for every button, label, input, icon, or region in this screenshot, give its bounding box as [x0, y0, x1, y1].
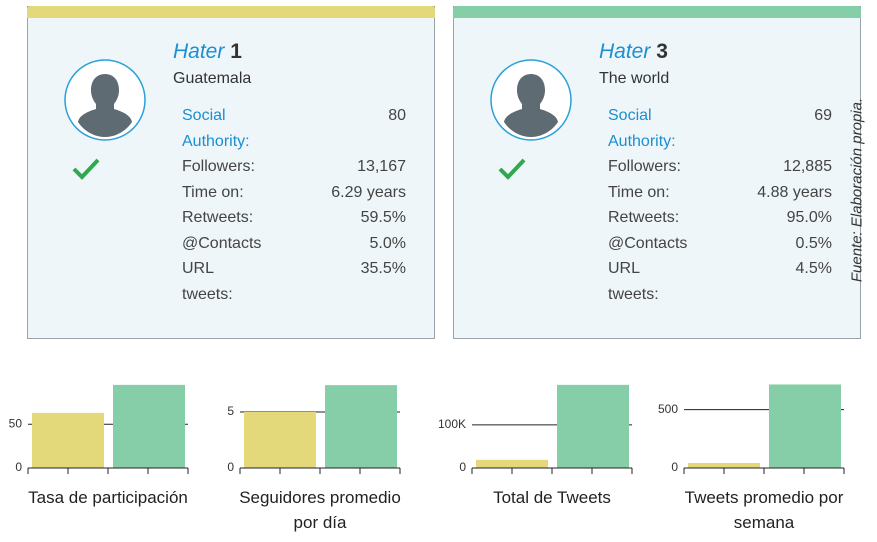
y-tick-label: 0 — [459, 460, 466, 474]
card-top-bar — [27, 6, 435, 18]
hater-name: Hater 3 — [599, 40, 668, 64]
x-axis-label: Seguidores promedio por día — [239, 488, 401, 532]
name-number: 3 — [656, 40, 668, 63]
stat-value: 95.0% — [786, 209, 832, 226]
y-tick-label: 0 — [15, 460, 22, 474]
avatar-silhouette — [504, 74, 558, 137]
bar — [244, 412, 316, 468]
stat-label: Time on: — [182, 183, 244, 201]
avatar — [490, 59, 572, 141]
location: Guatemala — [173, 70, 252, 87]
stat-row: Retweets: 59.5% — [182, 205, 406, 231]
stat-value: 4.5% — [795, 260, 832, 277]
location: The world — [599, 70, 670, 87]
stat-value: 13,167 — [357, 158, 406, 175]
name-text: Hater — [173, 40, 225, 63]
stat-row: URL tweets: 35.5% — [182, 256, 406, 307]
stat-label: @Contacts — [608, 234, 688, 252]
bar-chart: 0 500 — [658, 384, 845, 474]
stat-value: 69 — [814, 107, 832, 124]
stat-label: URL tweets: — [608, 260, 659, 303]
stat-label: @Contacts — [182, 234, 262, 252]
stat-label: Followers: — [182, 158, 255, 175]
stat-label: Followers: — [608, 158, 681, 175]
avatar — [64, 59, 146, 141]
stat-value: 0.5% — [795, 234, 832, 252]
bar-chart: 0 100K — [438, 384, 633, 474]
stat-row: Time on: 4.88 years — [608, 180, 832, 206]
bar — [32, 412, 104, 468]
stat-value: 5.0% — [369, 234, 406, 252]
hater-name: Hater 1 — [173, 40, 242, 64]
stat-row: Time on: 6.29 years — [182, 180, 406, 206]
source-note: Fuente: Elaboración propia. — [848, 97, 866, 283]
profile-card: Hater 1 Guatemala Social Authority: 80 Follo… — [27, 6, 435, 339]
x-axis-label: Tweets promedio por semana — [684, 488, 844, 532]
stat-value: 35.5% — [360, 260, 406, 277]
stat-row: Social Authority: 69 — [608, 103, 832, 154]
bar-chart: 0 50 — [9, 384, 189, 474]
y-tick-label: 0 — [671, 460, 678, 474]
y-tick-label: 50 — [9, 416, 23, 430]
check-mark — [72, 158, 100, 180]
y-tick-label: 5 — [227, 404, 234, 418]
stat-row: URL tweets: 4.5% — [608, 256, 832, 307]
stat-value: 59.5% — [360, 209, 406, 226]
check-path — [72, 158, 100, 180]
stat-row: Followers: 12,885 — [608, 154, 832, 180]
x-axis-label: Tasa de participación — [28, 488, 188, 507]
stat-label: Retweets: — [608, 209, 680, 226]
stats: Social Authority: 69 Followers: 12,885 Time … — [608, 103, 832, 307]
bar — [325, 385, 397, 468]
y-tick-label: 0 — [227, 460, 234, 474]
stat-label: Retweets: — [182, 209, 254, 226]
check-mark — [498, 158, 526, 180]
stat-row: Followers: 13,167 — [182, 154, 406, 180]
bar — [476, 459, 548, 468]
stats: Social Authority: 80 Followers: 13,167 Time … — [182, 103, 406, 307]
stat-value: 80 — [388, 107, 406, 124]
stat-value: 4.88 years — [757, 183, 832, 201]
bar — [557, 384, 629, 468]
stat-row: Retweets: 95.0% — [608, 205, 832, 231]
stat-row: @Contacts 5.0% — [182, 231, 406, 257]
stat-row: @Contacts 0.5% — [608, 231, 832, 257]
check-path — [498, 158, 526, 180]
bar-chart: 05 — [227, 385, 401, 474]
profile-card: Hater 3 The world Social Authority: 69 Follo… — [453, 6, 861, 339]
stat-label: Social Authority: — [182, 107, 250, 150]
bar — [688, 462, 760, 468]
bar — [113, 384, 185, 468]
stat-row: Social Authority: 80 — [182, 103, 406, 154]
stat-label: URL tweets: — [182, 260, 233, 303]
name-number: 1 — [230, 40, 242, 63]
stat-value: 6.29 years — [331, 183, 406, 201]
card-top-bar — [453, 6, 861, 18]
bar — [769, 384, 841, 468]
name-text: Hater — [599, 40, 651, 63]
x-axis-label: Total de Tweets — [493, 488, 611, 507]
stat-value: 12,885 — [783, 158, 832, 175]
stat-label: Social Authority: — [608, 107, 676, 150]
y-tick-label: 500 — [658, 402, 678, 416]
y-tick-label: 100K — [438, 417, 466, 431]
avatar-silhouette — [78, 74, 132, 137]
stat-label: Time on: — [608, 183, 670, 201]
